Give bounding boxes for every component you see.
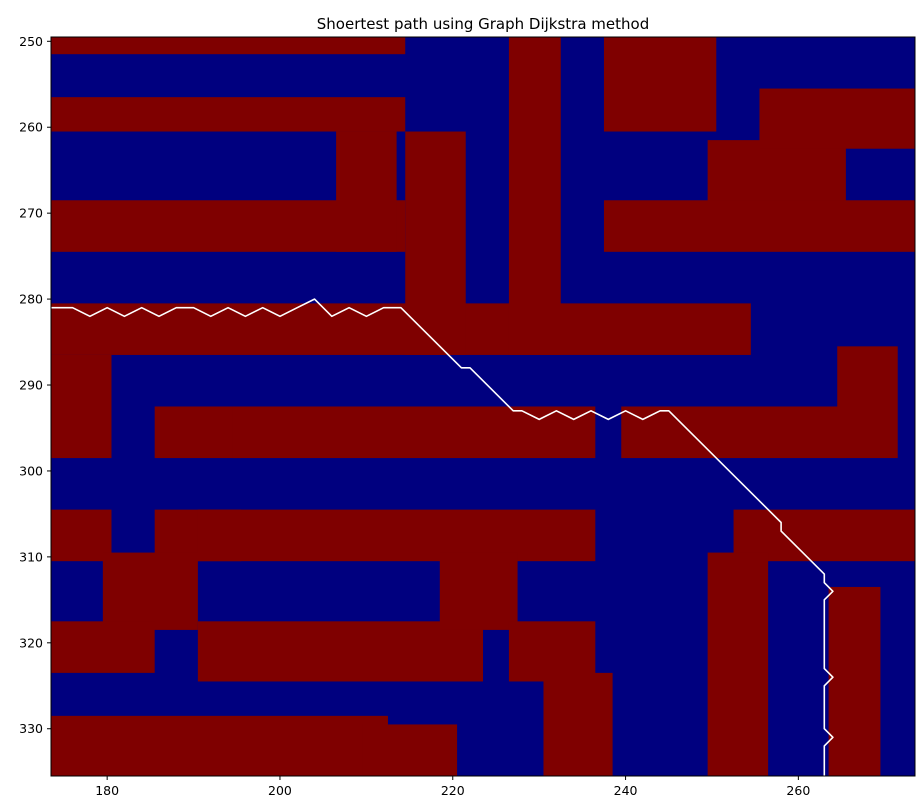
wall-region-14 xyxy=(362,724,458,776)
wall-region-22 xyxy=(837,346,898,459)
wall-region-12 xyxy=(197,621,483,682)
x-axis: 180 200 220 240 260 xyxy=(95,776,810,798)
wall-region-27 xyxy=(707,552,769,776)
wall-region-11 xyxy=(51,621,155,673)
wall-region-13 xyxy=(51,715,388,776)
y-tick-label-250: 250 xyxy=(19,34,43,49)
y-tick-label-260: 260 xyxy=(19,120,43,135)
x-tick-label-260: 260 xyxy=(786,783,810,798)
y-tick-label-280: 280 xyxy=(19,292,43,307)
wall-region-24 xyxy=(439,552,518,630)
wall-region-18 xyxy=(603,37,717,132)
wall-region-0 xyxy=(51,37,406,55)
wall-region-16 xyxy=(405,131,466,355)
wall-region-1 xyxy=(51,97,406,132)
y-tick-label-320: 320 xyxy=(19,635,43,650)
wall-region-5 xyxy=(154,406,242,459)
wall-region-3 xyxy=(51,303,751,355)
y-axis: 250 260 270 280 290 300 310 320 330 xyxy=(19,34,51,736)
wall-region-6 xyxy=(232,406,596,459)
wall-region-29 xyxy=(621,406,846,459)
x-tick-label-240: 240 xyxy=(614,783,638,798)
wall-region-20 xyxy=(603,200,915,252)
wall-region-26 xyxy=(543,672,613,776)
wall-region-10 xyxy=(102,552,198,630)
chart-title: Shoertest path using Graph Dijkstra meth… xyxy=(317,15,649,33)
x-tick-label-220: 220 xyxy=(441,783,465,798)
y-tick-label-300: 300 xyxy=(19,463,43,478)
y-tick-label-270: 270 xyxy=(19,206,43,221)
shortest-path-line xyxy=(51,298,834,776)
y-tick-label-290: 290 xyxy=(19,378,43,393)
y-tick-label-330: 330 xyxy=(19,721,43,736)
wall-region-25 xyxy=(508,621,596,682)
axes-frame xyxy=(50,36,916,777)
heatmap-area xyxy=(51,37,915,776)
y-tick-label-310: 310 xyxy=(19,549,43,564)
wall-region-17 xyxy=(508,37,561,355)
wall-region-9 xyxy=(197,509,596,562)
wall-region-4 xyxy=(51,354,112,459)
wall-region-21 xyxy=(759,88,915,149)
wall-region-15 xyxy=(336,131,397,252)
wall-region-28 xyxy=(828,586,881,776)
x-tick-label-200: 200 xyxy=(268,783,292,798)
x-tick-label-180: 180 xyxy=(95,783,119,798)
wall-region-19 xyxy=(707,140,846,209)
wall-region-7 xyxy=(51,509,112,562)
